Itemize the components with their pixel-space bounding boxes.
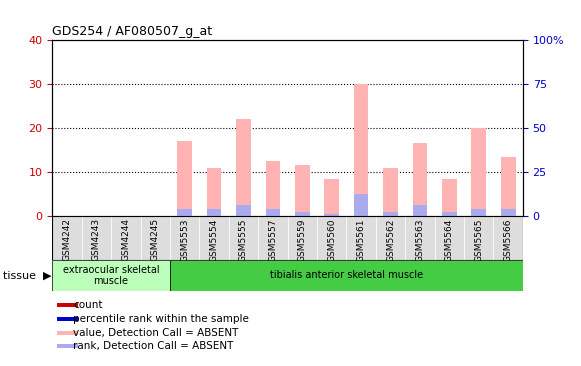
Bar (501, 157, 515, 216)
Text: count: count (73, 300, 103, 310)
Bar (266, 209, 280, 216)
Bar (442, 179, 457, 216)
Bar (177, 141, 192, 216)
Text: GSM4242: GSM4242 (63, 218, 71, 261)
Text: GSM5554: GSM5554 (210, 218, 218, 262)
Text: value, Detection Call = ABSENT: value, Detection Call = ABSENT (73, 328, 239, 337)
FancyBboxPatch shape (405, 216, 435, 260)
FancyBboxPatch shape (82, 216, 111, 260)
Bar (236, 205, 251, 216)
Bar (295, 165, 310, 216)
Text: GSM4244: GSM4244 (121, 218, 130, 261)
Bar (57, 317, 78, 321)
FancyBboxPatch shape (141, 216, 170, 260)
Bar (236, 119, 251, 216)
Text: GDS254 / AF080507_g_at: GDS254 / AF080507_g_at (52, 25, 213, 38)
Text: rank, Detection Call = ABSENT: rank, Detection Call = ABSENT (73, 341, 234, 351)
FancyBboxPatch shape (170, 260, 523, 291)
Text: GSM5559: GSM5559 (298, 218, 307, 262)
Bar (471, 128, 486, 216)
Bar (324, 214, 339, 216)
FancyBboxPatch shape (435, 216, 464, 260)
Bar (57, 303, 78, 307)
Text: GSM4243: GSM4243 (92, 218, 101, 261)
Text: extraocular skeletal
muscle: extraocular skeletal muscle (63, 265, 159, 286)
Bar (207, 168, 221, 216)
Text: GSM5563: GSM5563 (415, 218, 425, 262)
Bar (471, 209, 486, 216)
FancyBboxPatch shape (376, 216, 405, 260)
FancyBboxPatch shape (346, 216, 376, 260)
FancyBboxPatch shape (258, 216, 288, 260)
Text: GSM5560: GSM5560 (327, 218, 336, 262)
Text: tibialis anterior skeletal muscle: tibialis anterior skeletal muscle (270, 270, 423, 280)
Bar (354, 84, 368, 216)
FancyBboxPatch shape (493, 216, 523, 260)
Bar (57, 330, 78, 335)
Text: GSM5564: GSM5564 (445, 218, 454, 262)
Bar (266, 161, 280, 216)
FancyBboxPatch shape (199, 216, 229, 260)
Bar (354, 194, 368, 216)
FancyBboxPatch shape (111, 216, 141, 260)
Text: tissue  ▶: tissue ▶ (3, 270, 51, 280)
Bar (57, 344, 78, 348)
Text: GSM4245: GSM4245 (150, 218, 160, 261)
Text: GSM5562: GSM5562 (386, 218, 395, 262)
Bar (207, 209, 221, 216)
FancyBboxPatch shape (52, 216, 82, 260)
Text: GSM5565: GSM5565 (474, 218, 483, 262)
Bar (501, 209, 515, 216)
Bar (442, 212, 457, 216)
FancyBboxPatch shape (229, 216, 258, 260)
FancyBboxPatch shape (464, 216, 493, 260)
Text: GSM5561: GSM5561 (357, 218, 365, 262)
Bar (413, 205, 427, 216)
Bar (324, 179, 339, 216)
Bar (177, 209, 192, 216)
Text: GSM5566: GSM5566 (504, 218, 512, 262)
FancyBboxPatch shape (317, 216, 346, 260)
FancyBboxPatch shape (52, 260, 170, 291)
Text: percentile rank within the sample: percentile rank within the sample (73, 314, 249, 324)
Bar (383, 168, 398, 216)
Text: GSM5557: GSM5557 (268, 218, 277, 262)
Text: GSM5555: GSM5555 (239, 218, 248, 262)
Text: GSM5553: GSM5553 (180, 218, 189, 262)
Bar (413, 143, 427, 216)
Bar (383, 212, 398, 216)
FancyBboxPatch shape (288, 216, 317, 260)
FancyBboxPatch shape (170, 216, 199, 260)
Bar (295, 212, 310, 216)
